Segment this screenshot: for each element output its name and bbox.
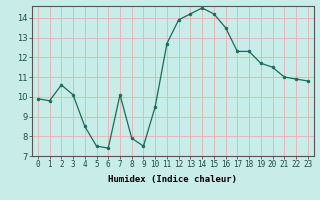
X-axis label: Humidex (Indice chaleur): Humidex (Indice chaleur) (108, 175, 237, 184)
